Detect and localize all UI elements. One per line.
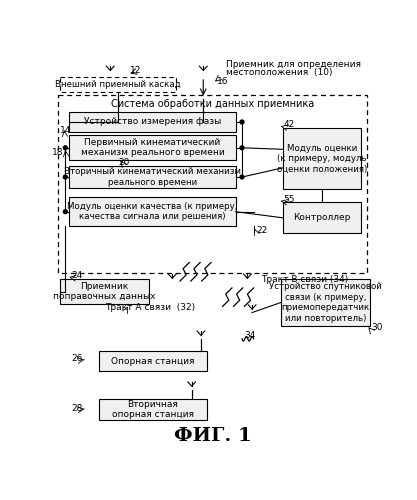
- Text: Устройство измерения фазы: Устройство измерения фазы: [84, 118, 221, 126]
- Text: 26: 26: [71, 354, 83, 364]
- FancyBboxPatch shape: [60, 280, 149, 304]
- FancyBboxPatch shape: [99, 399, 207, 420]
- FancyBboxPatch shape: [283, 128, 361, 190]
- Circle shape: [240, 175, 244, 179]
- FancyBboxPatch shape: [69, 136, 236, 160]
- Text: 14: 14: [60, 126, 71, 136]
- Text: Приемник для определения: Приемник для определения: [226, 60, 362, 69]
- Text: Первичный кинематический
механизм реального времени: Первичный кинематический механизм реальн…: [80, 138, 224, 158]
- FancyBboxPatch shape: [58, 94, 367, 274]
- Text: 55: 55: [283, 195, 294, 204]
- FancyBboxPatch shape: [69, 197, 236, 226]
- Circle shape: [63, 175, 67, 179]
- Text: Контроллер: Контроллер: [293, 214, 351, 222]
- FancyBboxPatch shape: [60, 77, 176, 92]
- Text: Приемник
поправочных данных: Приемник поправочных данных: [53, 282, 156, 302]
- Circle shape: [63, 146, 67, 150]
- Text: 30: 30: [372, 324, 383, 332]
- FancyBboxPatch shape: [283, 202, 361, 233]
- Text: местоположения  (10): местоположения (10): [226, 68, 333, 77]
- Text: Вторичный кинематический механизм
реального времени: Вторичный кинематический механизм реальн…: [64, 168, 241, 186]
- Text: 28: 28: [71, 404, 83, 412]
- Text: Тракт А связи  (32): Тракт А связи (32): [105, 304, 195, 312]
- Text: 42: 42: [283, 120, 294, 129]
- FancyBboxPatch shape: [99, 351, 207, 371]
- Text: 20: 20: [118, 158, 129, 167]
- Text: 24: 24: [71, 271, 83, 280]
- Text: Модуль оценки
(к примеру, модуль
оценки положения): Модуль оценки (к примеру, модуль оценки …: [277, 144, 367, 174]
- Text: Внешний приемный каскад: Внешний приемный каскад: [55, 80, 181, 89]
- Text: Вторичная
опорная станция: Вторичная опорная станция: [112, 400, 194, 419]
- Text: ФИГ. 1: ФИГ. 1: [174, 427, 252, 445]
- FancyBboxPatch shape: [69, 112, 236, 132]
- Text: Опорная станция: Опорная станция: [111, 356, 195, 366]
- Text: 12: 12: [130, 66, 141, 76]
- Text: Устройство спутниковой
связи (к примеру,
приемопередатчик
или повторитель): Устройство спутниковой связи (к примеру,…: [269, 282, 382, 323]
- Text: 34: 34: [244, 331, 256, 340]
- FancyBboxPatch shape: [281, 280, 370, 326]
- Circle shape: [240, 146, 244, 150]
- Text: Модуль оценки качества (к примеру,
качества сигнала или решения): Модуль оценки качества (к примеру, качес…: [67, 202, 238, 222]
- Text: 22: 22: [256, 226, 267, 234]
- Text: Система обработки данных приемника: Система обработки данных приемника: [111, 99, 314, 109]
- Text: Тракт В связи (34): Тракт В связи (34): [261, 275, 349, 284]
- FancyBboxPatch shape: [69, 166, 236, 188]
- Text: 18: 18: [51, 148, 63, 157]
- Circle shape: [63, 210, 67, 214]
- Circle shape: [240, 120, 244, 124]
- Text: 16: 16: [217, 77, 229, 86]
